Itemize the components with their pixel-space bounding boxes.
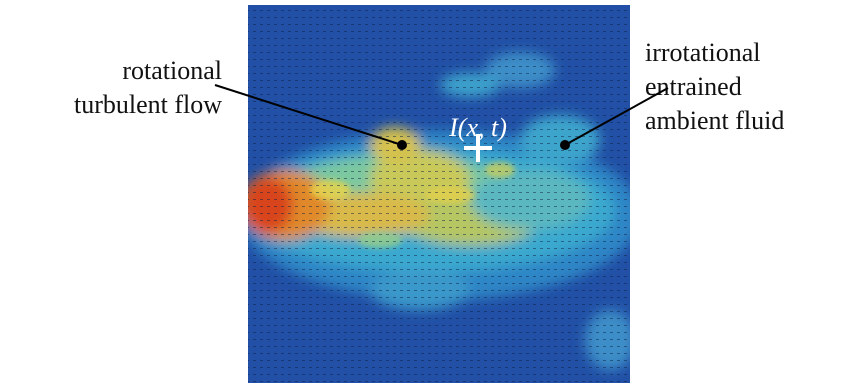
leader-dot xyxy=(397,140,407,150)
flow-image xyxy=(240,5,640,383)
right-label: irrotational xyxy=(645,38,761,67)
figure: rotational turbulent flow irrotational e… xyxy=(0,0,857,383)
leader-dot xyxy=(560,140,570,150)
right-label: entrained xyxy=(645,72,742,101)
left-label: turbulent flow xyxy=(74,90,222,119)
left-label: rotational xyxy=(122,56,222,85)
right-label: ambient fluid xyxy=(645,106,784,135)
page: {"labels": {"left": ["rotational", "turb… xyxy=(0,0,857,383)
